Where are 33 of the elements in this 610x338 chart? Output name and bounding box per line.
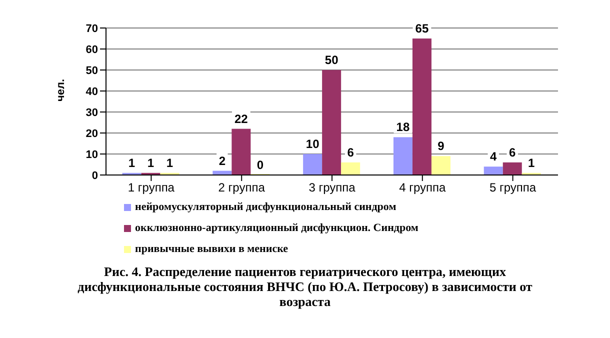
legend-label: нейромускуляторный дисфункциональный синдром (135, 200, 396, 215)
data-label: 1 (528, 156, 536, 170)
x-tick-label: 1 группа (128, 180, 175, 195)
legend-label: окклюзнонно-артикуляционный дисфункцион. Синдром (135, 221, 418, 236)
data-label: 1 (147, 156, 154, 170)
y-tick-label: 70 (86, 22, 98, 35)
data-label: 9 (438, 139, 445, 154)
data-label: 6 (347, 145, 354, 160)
x-tick-label: 5 группа (490, 180, 536, 195)
y-tick-label: 30 (86, 106, 98, 119)
text: Рис. 4. Распределение пациентов гериатрического центра, имеющих дисфункциональные состояния ВНЧС (по Ю.А. Петросову) в зависимости от возраста (76, 264, 534, 309)
data-label: 2 (218, 154, 226, 168)
data-label: 50 (324, 53, 339, 67)
data-label: 1 (128, 156, 136, 170)
x-tick-label: 4 группа (399, 180, 446, 195)
y-tick-label: 0 (92, 170, 98, 182)
data-label: 22 (234, 112, 248, 126)
x-tick-label: 3 группа (308, 180, 356, 195)
legend-label: привычные вывихи в мениске (135, 242, 288, 257)
y-tick-label: 40 (86, 86, 98, 98)
y-tick-label: 50 (86, 64, 98, 77)
data-label: 0 (256, 158, 264, 172)
data-label: 1 (166, 156, 174, 170)
y-axis-title: чел. (54, 78, 67, 102)
y-tick-label: 20 (86, 128, 98, 140)
y-tick-label: 60 (86, 44, 98, 56)
data-label: 18 (396, 120, 410, 134)
data-label: 4 (490, 150, 498, 164)
data-label: 65 (415, 22, 429, 36)
data-label: 6 (509, 145, 516, 160)
x-tick-label: 2 группа (218, 180, 266, 195)
data-label: 10 (306, 137, 320, 151)
y-tick-label: 10 (86, 148, 98, 161)
